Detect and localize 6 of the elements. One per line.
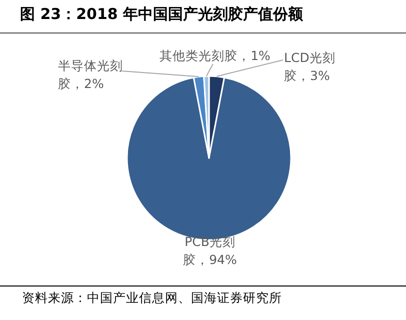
slice-label: 半导体光刻胶，2% bbox=[58, 57, 124, 93]
text: 资料来源：中国产业信息网、国海证券研究所 bbox=[22, 290, 282, 307]
slice-label: 其他类光刻胶，1% bbox=[158, 47, 272, 65]
slice-label: LCD光刻胶，3% bbox=[284, 49, 336, 85]
chart-title: 图 23：2018 年中国国产光刻胶产值份额 bbox=[20, 5, 304, 24]
slice-label: PCB光刻胶，94% bbox=[182, 233, 238, 269]
